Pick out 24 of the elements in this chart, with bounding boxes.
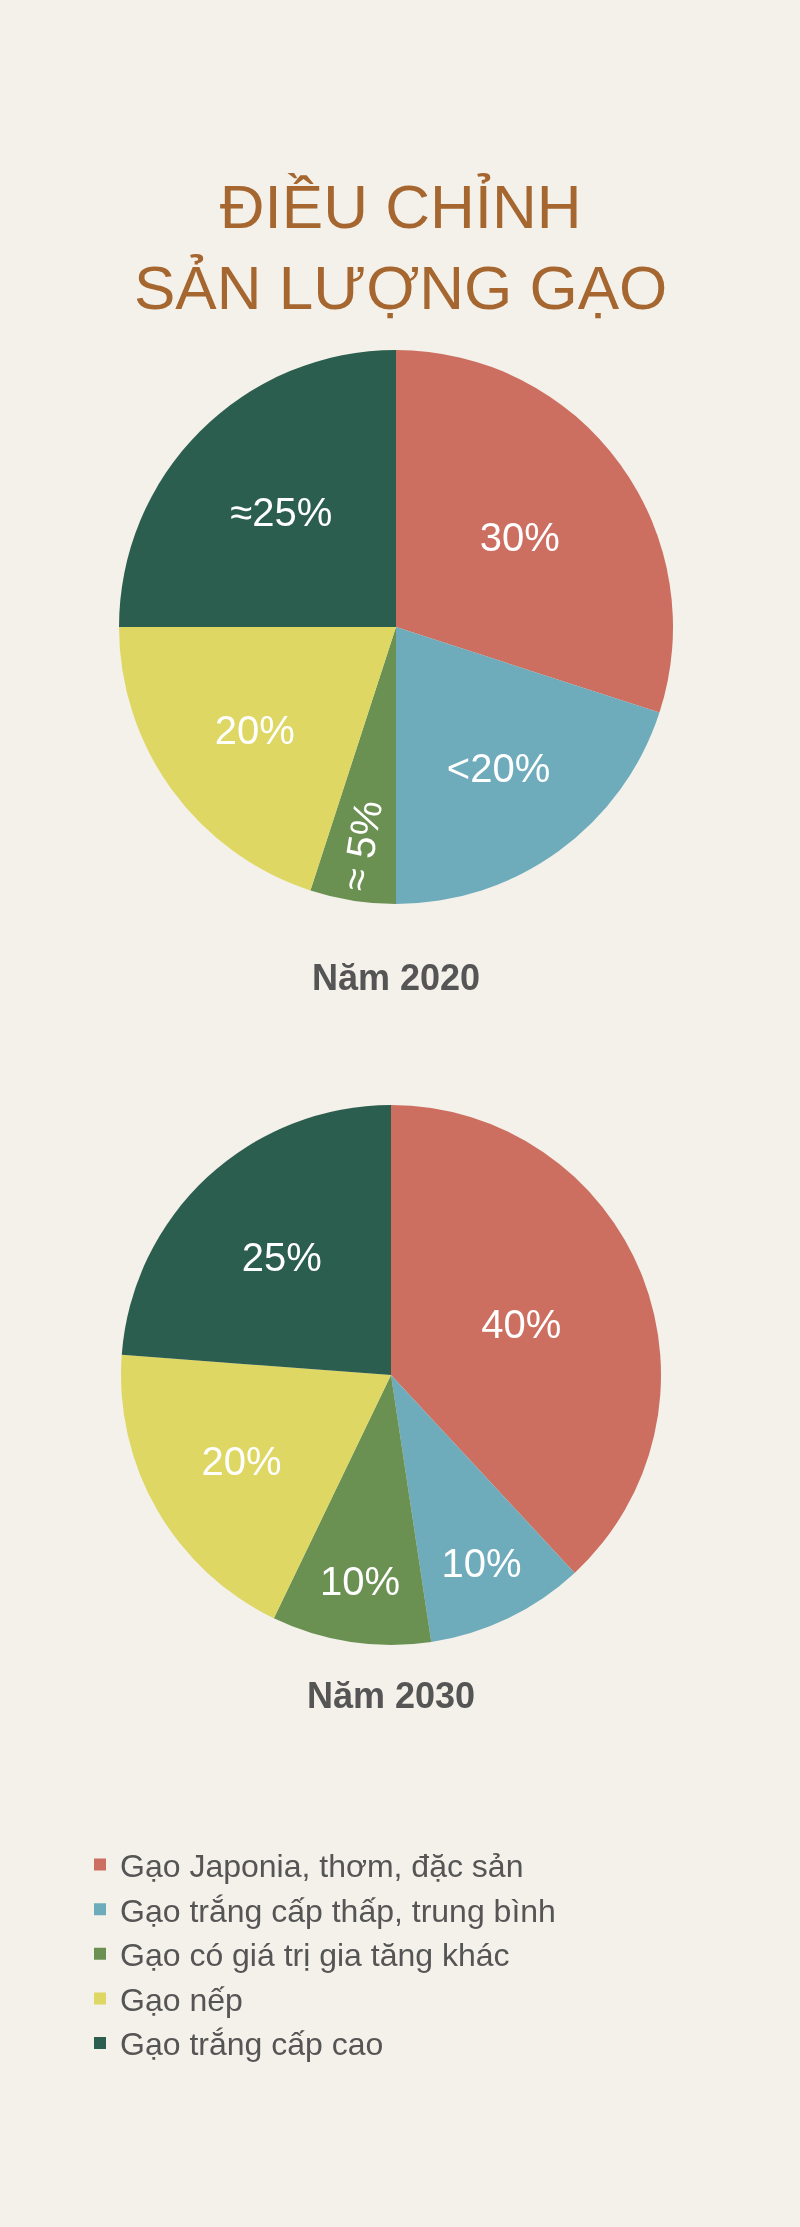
legend-label: Gạo Japonia, thơm, đặc sản — [120, 1848, 524, 1885]
data-label: 20% — [214, 707, 295, 752]
legend-label: Gạo trắng cấp thấp, trung bình — [120, 1892, 556, 1929]
data-label: ≈25% — [230, 490, 333, 535]
legend-label: Gạo trắng cấp cao — [120, 2026, 384, 2063]
text: Năm 2030 — [307, 1675, 476, 1716]
pie-slice — [119, 627, 396, 891]
pie-slice — [396, 350, 673, 713]
data-label: 10% — [441, 1540, 522, 1585]
text: Năm 2020 — [312, 957, 481, 998]
pie-slice — [121, 1105, 391, 1375]
pie-slice — [310, 627, 396, 904]
data-label: 25% — [241, 1235, 322, 1280]
data-label: 40% — [481, 1301, 562, 1346]
data-label: <20% — [446, 746, 551, 791]
pie-slice — [119, 350, 396, 627]
chart-title: ĐIỀU CHỈNH SẢN LƯỢNG GẠO — [134, 172, 668, 322]
data-label: 10% — [319, 1559, 400, 1604]
legend-label: Gạo có giá trị gia tăng khác — [120, 1937, 510, 1974]
data-label: ≈ 5% — [332, 797, 391, 894]
legend-label: Gạo nếp — [120, 1981, 243, 2018]
data-label: 20% — [201, 1439, 282, 1484]
data-label: 30% — [479, 515, 560, 559]
pie-slice — [396, 627, 660, 904]
